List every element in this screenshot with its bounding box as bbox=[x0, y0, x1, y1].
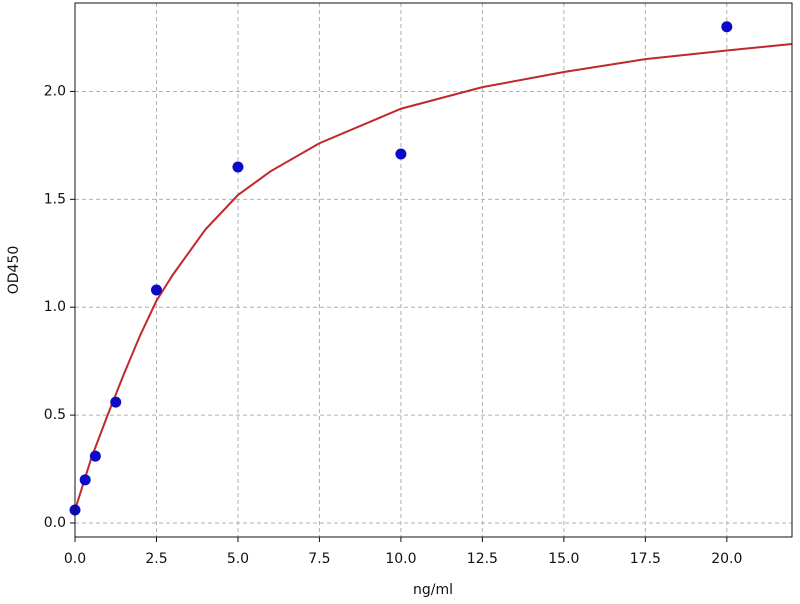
x-tick-label: 17.5 bbox=[630, 551, 661, 567]
y-tick-label: 2.0 bbox=[44, 83, 66, 99]
data-point bbox=[79, 474, 91, 486]
x-tick-label: 0.0 bbox=[64, 551, 86, 567]
x-tick-label: 5.0 bbox=[227, 551, 249, 567]
x-tick-label: 12.5 bbox=[467, 551, 498, 567]
plot-frame bbox=[74, 2, 793, 538]
data-point bbox=[232, 161, 244, 173]
x-tick-label: 20.0 bbox=[711, 551, 742, 567]
y-tick-label: 1.5 bbox=[44, 191, 66, 207]
data-point bbox=[150, 284, 162, 296]
x-tick-label: 7.5 bbox=[308, 551, 330, 567]
x-tick-label: 10.0 bbox=[385, 551, 416, 567]
data-point bbox=[110, 396, 122, 408]
data-point bbox=[721, 21, 733, 33]
y-tick-label: 0.0 bbox=[44, 515, 66, 531]
data-point bbox=[89, 450, 101, 462]
y-axis-label: OD450 bbox=[6, 246, 22, 295]
y-tick-label: 0.5 bbox=[44, 407, 66, 423]
data-point bbox=[395, 148, 407, 160]
y-tick-label: 1.0 bbox=[44, 299, 66, 315]
x-tick-label: 15.0 bbox=[548, 551, 579, 567]
x-tick-label: 2.5 bbox=[145, 551, 167, 567]
fit-curve bbox=[75, 42, 792, 511]
x-axis-label: ng/ml bbox=[413, 582, 453, 598]
